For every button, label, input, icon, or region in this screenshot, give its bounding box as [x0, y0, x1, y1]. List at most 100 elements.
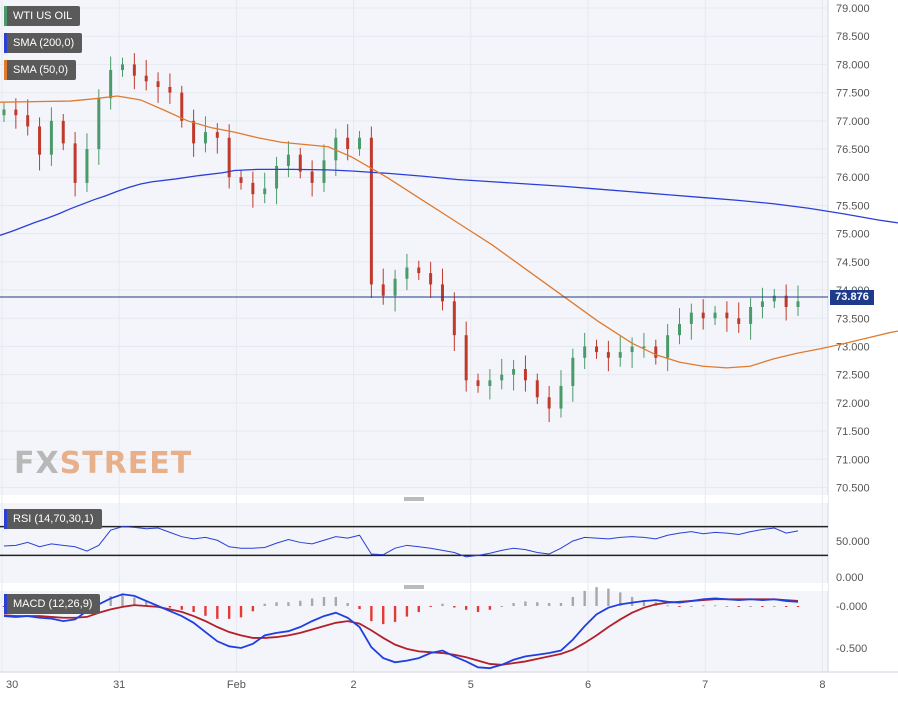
candle-body — [559, 385, 563, 409]
y-tick-label: 73.500 — [836, 313, 870, 325]
candle-body — [796, 301, 800, 307]
candle-body — [275, 165, 279, 189]
x-tick-label: 6 — [585, 679, 591, 691]
candle-body — [749, 306, 753, 324]
sma50-swatch — [4, 60, 7, 80]
macd-histogram-bar — [690, 606, 693, 607]
pane-macd-bg — [0, 589, 828, 672]
candle-body — [571, 357, 575, 386]
candle-body — [535, 380, 539, 398]
candle-body — [523, 369, 527, 381]
legend-rsi[interactable]: RSI (14,70,30,1) — [4, 509, 102, 529]
macd-histogram-bar — [749, 606, 752, 607]
candle-body — [476, 380, 480, 386]
candle-body — [61, 120, 65, 144]
candle-body — [381, 284, 385, 296]
macd-histogram-bar — [417, 606, 420, 613]
macd-histogram-bar — [547, 602, 551, 606]
macd-histogram-bar — [701, 605, 705, 607]
candle-body — [26, 115, 30, 127]
macd-histogram-bar — [500, 606, 503, 607]
macd-histogram-bar — [334, 596, 338, 606]
y-tick-label: 71.000 — [836, 454, 870, 466]
candle-body — [85, 149, 89, 183]
macd-histogram-bar — [393, 606, 397, 622]
y-tick-label: 78.000 — [836, 59, 870, 71]
macd-histogram-bar — [204, 606, 207, 616]
price-axis-bg — [828, 0, 898, 697]
macd-histogram-bar — [227, 606, 231, 619]
macd-histogram-bar — [441, 603, 444, 606]
candle-body — [440, 284, 444, 302]
y-tick-label: 74.500 — [836, 257, 870, 269]
macd-histogram-bar — [583, 590, 586, 606]
macd-histogram-bar — [251, 606, 255, 612]
legend-price[interactable]: WTI US OIL — [4, 6, 81, 26]
macd-histogram-bar — [642, 599, 646, 606]
macd-histogram-bar — [619, 592, 622, 606]
macd-histogram-bar — [512, 602, 515, 606]
candle-body — [346, 137, 350, 150]
legend-macd[interactable]: MACD (12,26,9) — [4, 594, 101, 614]
candle-body — [132, 64, 136, 76]
candle-body — [156, 81, 160, 87]
y-tick-label: 77.000 — [836, 116, 870, 128]
macd-histogram-bar — [796, 606, 800, 607]
candle-body — [49, 120, 53, 155]
candle-body — [144, 75, 148, 82]
macd-histogram-bar — [299, 600, 302, 606]
candle-body — [488, 380, 492, 386]
price-swatch — [4, 6, 7, 26]
macd-histogram-bar — [725, 606, 729, 607]
macd-histogram-bar — [216, 606, 219, 619]
macd-histogram-bar — [133, 597, 136, 606]
legend-sma200[interactable]: SMA (200,0) — [4, 33, 83, 53]
macd-histogram-bar — [595, 587, 598, 606]
macd-tick-label: -0.000 — [836, 601, 867, 613]
candle-body — [784, 295, 788, 307]
candle-body — [606, 352, 610, 358]
macd-signal-line — [3, 598, 799, 666]
candle-body — [334, 137, 338, 161]
x-tick-label: 30 — [6, 679, 18, 691]
legend-sma50[interactable]: SMA (50,0) — [4, 60, 77, 80]
macd-histogram-bar — [275, 602, 278, 606]
macd-histogram-bar — [571, 596, 575, 606]
candle-body — [618, 352, 622, 358]
legend-sma50-label: SMA (50,0) — [13, 64, 69, 76]
macd-histogram-bar — [263, 603, 266, 606]
candle-body — [666, 335, 670, 358]
candle-body — [121, 64, 125, 71]
candle-body — [73, 143, 77, 183]
macd-histogram-bar — [109, 596, 112, 606]
x-tick-label: Feb — [227, 679, 246, 691]
candle-body — [38, 126, 42, 155]
y-tick-label: 79.000 — [836, 3, 870, 15]
macd-histogram-bar — [346, 602, 349, 606]
candle-body — [464, 335, 468, 381]
macd-histogram-bar — [145, 601, 148, 606]
sma200-swatch — [4, 33, 7, 53]
y-tick-label: 75.000 — [836, 229, 870, 241]
macd-histogram-bar — [121, 594, 124, 606]
pane-splitter — [0, 583, 828, 591]
candle-body — [322, 160, 326, 183]
macd-histogram-bar — [666, 605, 669, 607]
pane-splitter — [0, 495, 828, 503]
candle-body — [452, 301, 456, 336]
macd-histogram-bar — [773, 606, 776, 607]
candle-body — [97, 98, 101, 150]
candle-body — [358, 137, 362, 150]
macd-line — [3, 593, 799, 670]
macd-histogram-bar — [630, 596, 634, 606]
candle-body — [583, 346, 587, 358]
macd-histogram-bar — [737, 606, 740, 607]
candle-body — [263, 188, 267, 195]
candle-body — [701, 312, 705, 319]
y-tick-label: 70.500 — [836, 483, 870, 495]
candle-body — [595, 346, 599, 353]
y-tick-label: 76.500 — [836, 144, 870, 156]
rsi-tick-label: 0.000 — [836, 572, 864, 584]
sma200-line — [0, 168, 898, 236]
candle-body — [500, 374, 504, 381]
